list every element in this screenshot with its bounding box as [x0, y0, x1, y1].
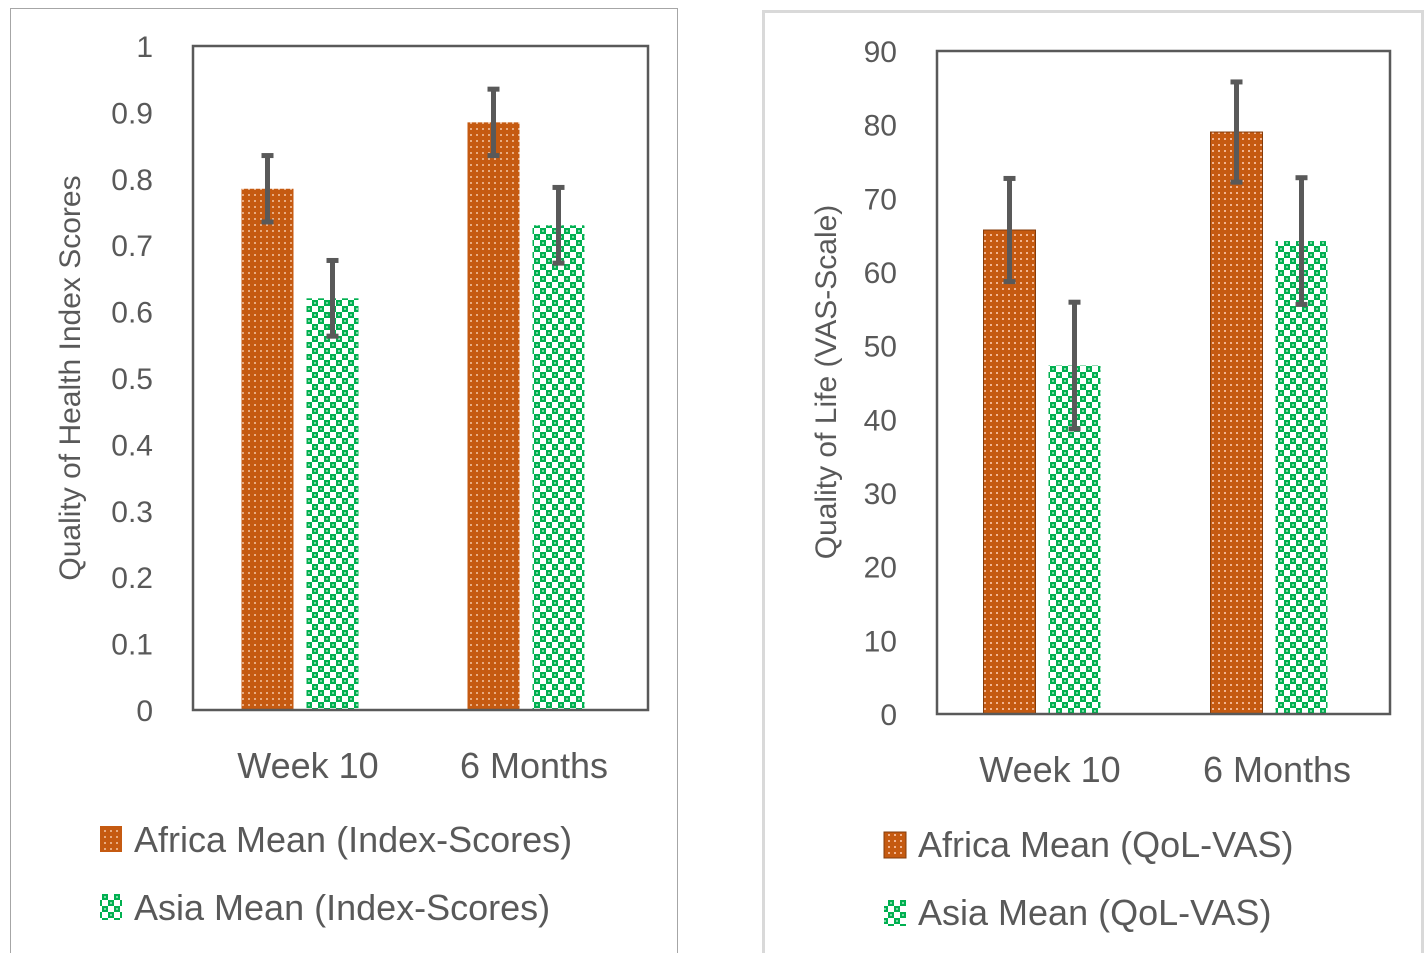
y-tick-label: 0.2	[111, 562, 153, 595]
legend-swatch-africa	[883, 831, 907, 859]
y-tick-label: 30	[864, 478, 897, 511]
legend-label-africa: Africa Mean (Index-Scores)	[134, 819, 572, 860]
y-tick-label: 40	[864, 404, 897, 437]
bars	[241, 86, 585, 711]
bars	[983, 79, 1328, 715]
legend: Africa Mean (QoL-VAS) Asia Mean (QoL-VAS…	[883, 824, 1293, 933]
y-tick-label: 20	[864, 552, 897, 585]
legend-label-asia: Asia Mean (QoL-VAS)	[918, 892, 1271, 933]
bar-africa	[1210, 131, 1263, 715]
y-tick-label: 0.8	[111, 164, 153, 197]
bar-africa	[983, 229, 1036, 715]
y-tick-label: 0.5	[111, 363, 153, 396]
legend: Africa Mean (Index-Scores) Asia Mean (In…	[100, 819, 572, 928]
y-tick-label: 1	[136, 31, 153, 64]
y-tick-label: 0.7	[111, 230, 153, 263]
y-tick-label: 90	[864, 36, 897, 69]
y-axis-label: Quality of Life (VAS-Scale)	[810, 205, 843, 560]
category-label-6-months: 6 Months	[1203, 749, 1351, 790]
bar-africa	[241, 188, 294, 710]
legend-swatch-africa	[100, 826, 122, 852]
plot-frame	[191, 44, 650, 712]
bar-asia	[1275, 241, 1328, 714]
y-tick-label: 10	[864, 625, 897, 658]
index-scores-chart: Quality of Health Index Scores 0 0.1 0.2 0.…	[54, 31, 650, 928]
y-tick-label: 50	[864, 331, 897, 364]
y-tick-label: 0.1	[111, 629, 153, 662]
category-label-week-10: Week 10	[979, 749, 1120, 790]
legend-swatch-asia	[100, 894, 122, 920]
category-label-week-10: Week 10	[237, 745, 378, 786]
y-tick-label: 0	[136, 695, 153, 728]
legend-label-asia: Asia Mean (Index-Scores)	[134, 887, 550, 928]
bar-asia	[532, 225, 585, 710]
y-tick-label: 60	[864, 257, 897, 290]
y-tick-label: 70	[864, 183, 897, 216]
legend-label-africa: Africa Mean (QoL-VAS)	[918, 824, 1293, 865]
y-tick-label: 0	[880, 699, 897, 732]
y-axis-label: Quality of Health Index Scores	[54, 175, 87, 580]
y-tick-label: 0.6	[111, 297, 153, 330]
qol-vas-chart: Quality of Life (VAS-Scale) 0 10 20 30 40 50 6…	[810, 36, 1392, 933]
y-ticks: 0 10 20 30 40 50 60 70 80 90	[864, 36, 897, 732]
bar-africa	[467, 122, 520, 711]
legend-swatch-asia	[884, 900, 906, 926]
plot-frame	[935, 49, 1392, 716]
y-ticks: 0 0.1 0.2 0.3 0.4 0.5 0.6 0.7 0.8 0.9 1	[111, 31, 153, 728]
bar-asia	[306, 298, 359, 710]
category-label-6-months: 6 Months	[460, 745, 608, 786]
y-tick-label: 0.3	[111, 496, 153, 529]
y-tick-label: 80	[864, 110, 897, 143]
y-tick-label: 0.4	[111, 429, 153, 462]
y-tick-label: 0.9	[111, 97, 153, 130]
